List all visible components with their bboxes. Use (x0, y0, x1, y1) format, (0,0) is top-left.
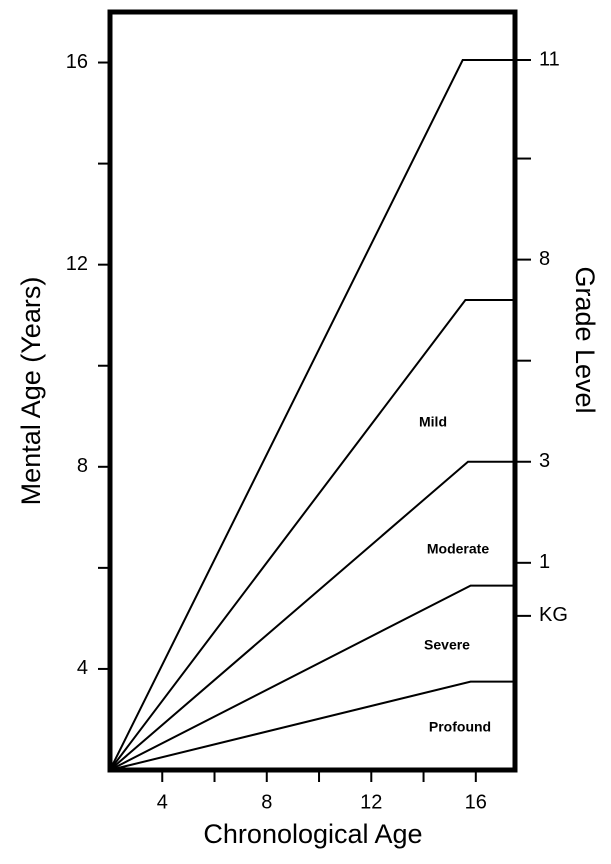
x-tick-label: 16 (465, 791, 487, 813)
x-tick-label: 8 (261, 791, 272, 813)
y-axis-title: Mental Age (Years) (16, 277, 46, 506)
y2-tick-label: 8 (539, 248, 550, 270)
y2-tick-label: 3 (539, 450, 550, 472)
line (109, 584, 515, 771)
region-label: Mild (419, 414, 447, 430)
line (109, 59, 515, 771)
region-label: Profound (429, 719, 491, 735)
line (109, 299, 515, 771)
x-tick-label: 12 (360, 791, 382, 813)
y2-tick-label: 11 (539, 48, 560, 70)
plot-frame (107, 9, 518, 773)
line (109, 460, 515, 771)
region-label: Moderate (427, 541, 489, 557)
x-tick-label: 4 (157, 791, 168, 813)
y-tick-label: 8 (77, 455, 88, 477)
y-tick-label: 12 (66, 253, 88, 275)
y-tick-label: 16 (66, 51, 88, 73)
y2-tick-label: 1 (539, 551, 550, 573)
region-label: Severe (424, 637, 470, 653)
y-tick-label: 4 (77, 657, 88, 679)
y2-tick-label: KG (539, 604, 568, 626)
line (109, 680, 515, 771)
y2-axis-title: Grade Level (570, 266, 600, 413)
x-axis-title: Chronological Age (203, 819, 422, 849)
